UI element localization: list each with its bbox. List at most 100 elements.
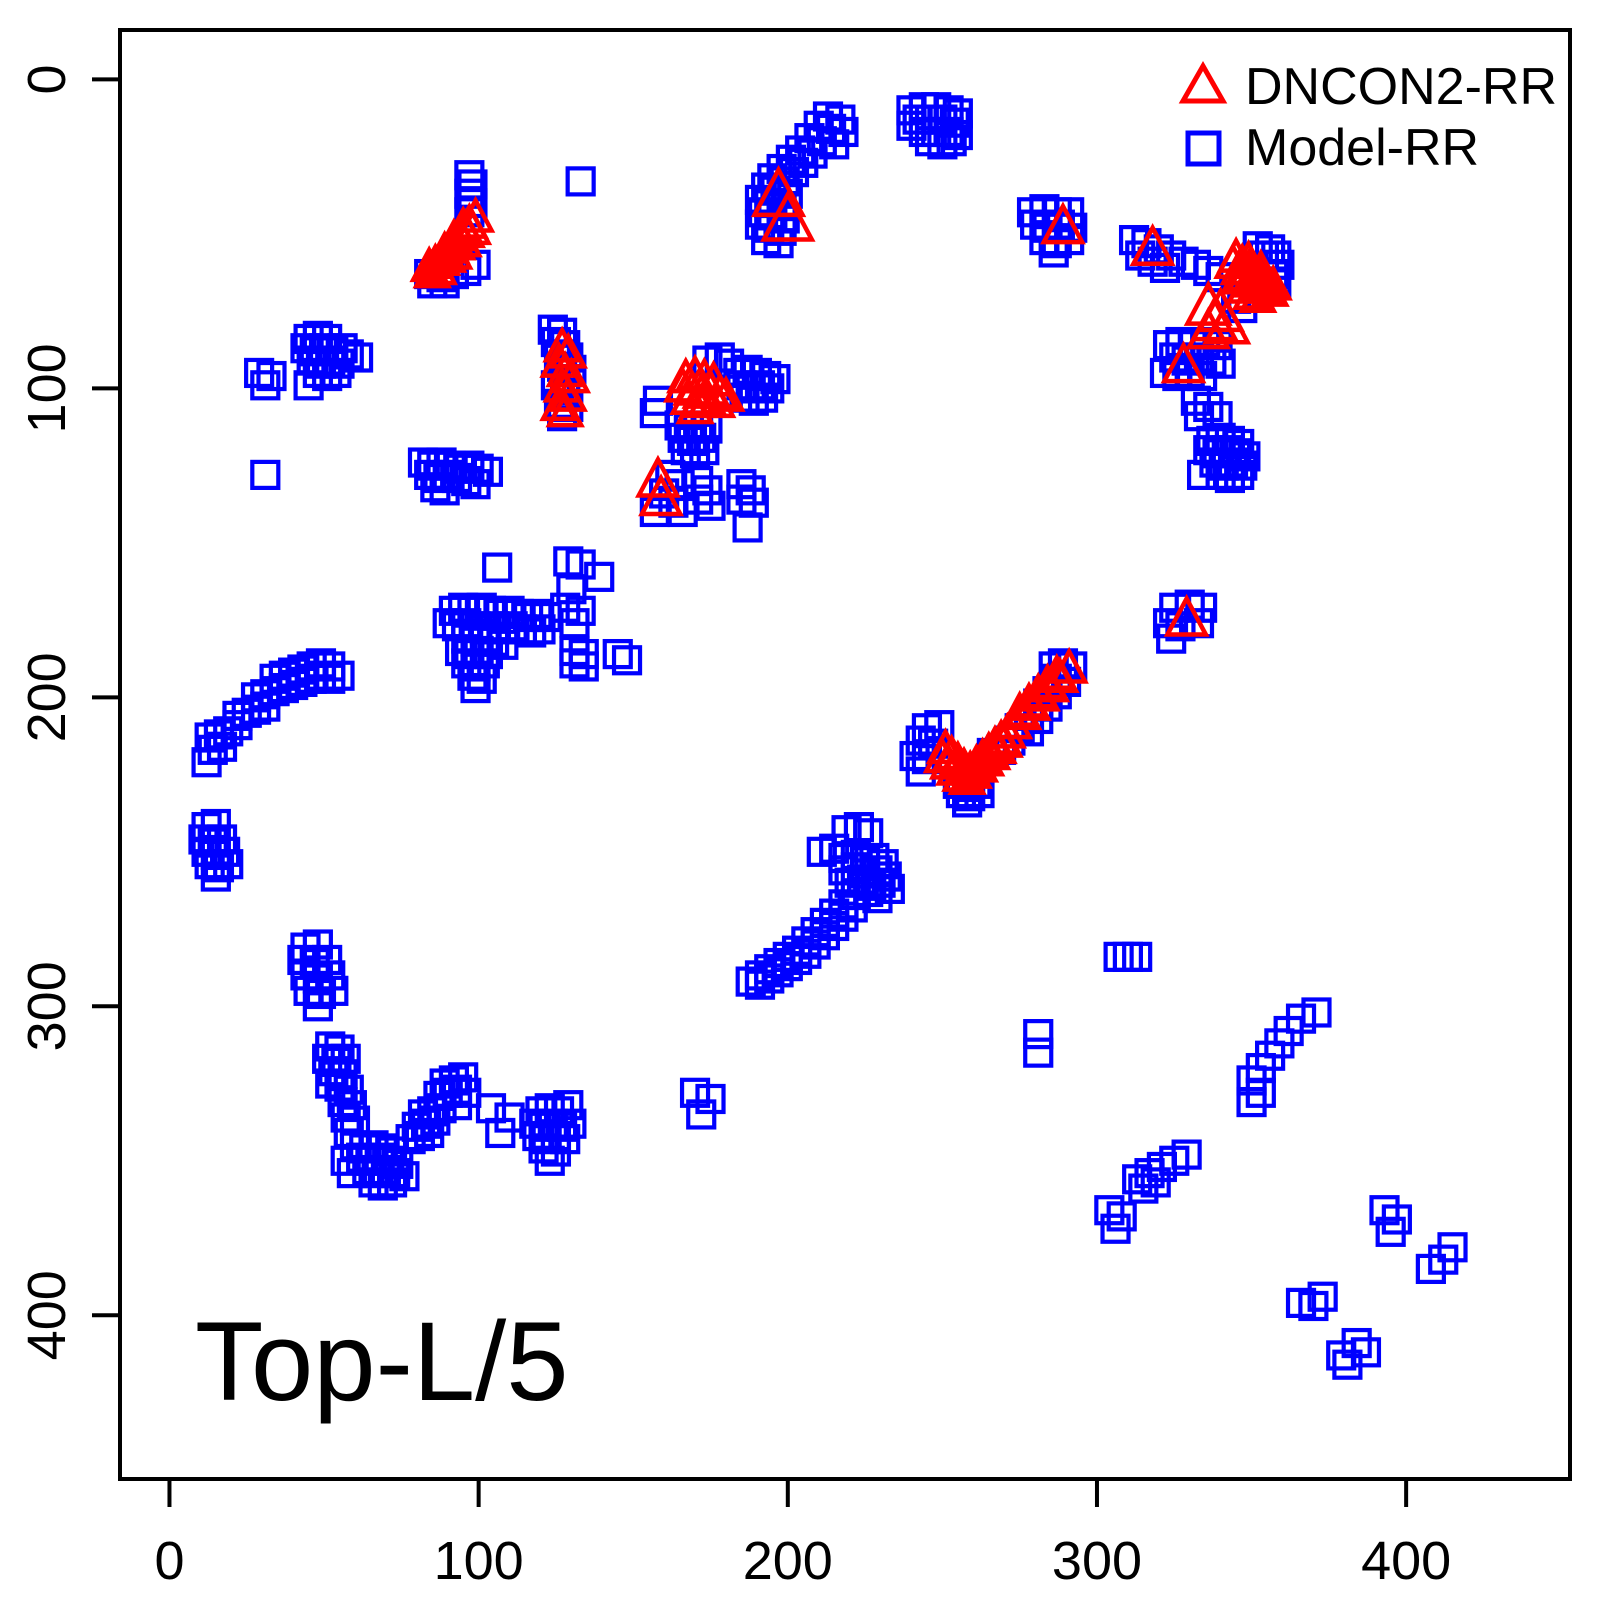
data-point-model-rr [312, 360, 343, 392]
data-point-model-rr [376, 1167, 408, 1198]
data-point-model-rr [1214, 462, 1246, 494]
data-point-model-rr [429, 475, 460, 506]
data-point-dncon2-rr [412, 251, 453, 289]
data-point-model-rr [819, 129, 850, 160]
data-point-dncon2-rr [675, 387, 715, 425]
data-point-model-rr [466, 663, 497, 694]
data-point-model-rr [809, 920, 841, 951]
data-point-model-rr [222, 710, 253, 741]
data-point-model-rr [1307, 1281, 1338, 1312]
data-point-model-rr [441, 1090, 473, 1121]
data-point-model-rr [191, 747, 222, 778]
data-point-model-rr [837, 892, 868, 923]
data-point-dncon2-rr [1241, 248, 1281, 286]
data-point-model-rr [1023, 1019, 1054, 1050]
data-point-model-rr [828, 901, 859, 932]
data-point-dncon2-rr [539, 384, 579, 422]
data-point-model-rr [568, 651, 599, 682]
data-point-model-rr [797, 138, 828, 169]
data-point-model-rr [367, 1170, 398, 1201]
legend-label-dncon2: DNCON2-RR [1245, 58, 1557, 116]
y-tick-label: 400 [17, 1270, 77, 1360]
data-point-model-rr [293, 370, 324, 401]
data-point-model-rr [534, 1145, 565, 1176]
data-point-model-rr [1341, 1327, 1372, 1359]
data-point-dncon2-rr [1129, 222, 1176, 267]
data-point-model-rr [475, 1093, 507, 1124]
data-point-model-rr [324, 660, 355, 691]
plot-annotation: Top-L/5 [195, 1299, 569, 1424]
data-point-model-rr [819, 910, 850, 942]
data-point-model-rr [203, 852, 235, 883]
data-point-model-rr [1224, 459, 1255, 490]
data-point-dncon2-rr [1185, 306, 1232, 350]
data-point-model-rr [1122, 941, 1153, 972]
y-tick-label: 0 [17, 64, 77, 94]
data-point-dncon2-rr [922, 736, 963, 774]
data-point-model-rr [318, 975, 349, 1006]
data-point-model-rr [420, 472, 451, 503]
data-point-model-rr [732, 512, 763, 543]
data-point-model-rr [1112, 941, 1143, 972]
data-point-dncon2-rr [1163, 593, 1210, 637]
data-point-model-rr [695, 490, 726, 521]
data-point-model-rr [407, 1099, 439, 1130]
data-point-model-rr [200, 861, 231, 892]
data-point-model-rr [256, 360, 287, 392]
x-tick-label: 400 [1361, 1531, 1451, 1591]
data-point-model-rr [553, 1090, 584, 1121]
data-point-model-rr [336, 1158, 367, 1189]
data-point-model-rr [494, 1102, 525, 1133]
data-point-model-rr [1023, 1037, 1054, 1068]
data-point-model-rr [763, 228, 794, 259]
data-point-dncon2-rr [696, 381, 737, 419]
data-point-model-rr [556, 574, 587, 605]
data-point-model-rr [1301, 997, 1332, 1028]
data-point-dncon2-rr [928, 742, 969, 780]
data-point-model-rr [744, 969, 776, 1000]
data-point-model-rr [451, 465, 482, 497]
data-point-model-rr [302, 991, 333, 1022]
data-point-model-rr [1103, 941, 1134, 972]
data-point-model-rr [1245, 1077, 1276, 1108]
data-point-dncon2-rr [545, 390, 585, 428]
data-point-model-rr [819, 833, 850, 864]
data-point-dncon2-rr [635, 454, 681, 498]
y-tick-label: 300 [17, 961, 77, 1051]
data-point-model-rr [1205, 348, 1236, 379]
data-point-model-rr [460, 672, 491, 704]
series-dncon2-rr [409, 165, 1293, 796]
x-axis: 0 100 200 300 400 [154, 1479, 1451, 1591]
data-point-model-rr [540, 1136, 572, 1167]
data-point-dncon2-rr [638, 473, 684, 517]
data-point-model-rr [1437, 1232, 1468, 1263]
legend-label-model: Model-RR [1245, 119, 1479, 177]
data-point-dncon2-rr [953, 751, 994, 789]
data-point-model-rr [302, 929, 333, 960]
data-point-model-rr [1171, 1139, 1202, 1170]
data-point-dncon2-rr [760, 189, 816, 242]
data-point-model-rr [460, 469, 491, 500]
data-point-model-rr [485, 1117, 516, 1149]
data-point-model-rr [482, 552, 513, 583]
data-point-model-rr [358, 1167, 389, 1198]
data-point-dncon2-rr [984, 720, 1024, 758]
data-point-model-rr [206, 731, 238, 762]
data-point-model-rr [704, 342, 735, 373]
data-point-model-rr [611, 645, 643, 676]
legend-square-icon [1185, 130, 1222, 167]
x-tick-label: 100 [434, 1531, 524, 1591]
data-point-model-rr [559, 648, 590, 679]
data-point-dncon2-rr [959, 745, 1000, 783]
data-point-model-rr [565, 166, 596, 197]
data-point-dncon2-rr [1237, 276, 1278, 314]
y-tick-label: 100 [17, 343, 77, 433]
data-point-model-rr [927, 129, 958, 160]
data-point-model-rr [333, 339, 364, 370]
data-point-dncon2-rr [965, 739, 1006, 777]
data-point-model-rr [315, 663, 346, 694]
y-axis: 0 100 200 300 400 [17, 64, 120, 1360]
data-point-model-rr [788, 147, 819, 178]
data-point-dncon2-rr [418, 248, 459, 286]
